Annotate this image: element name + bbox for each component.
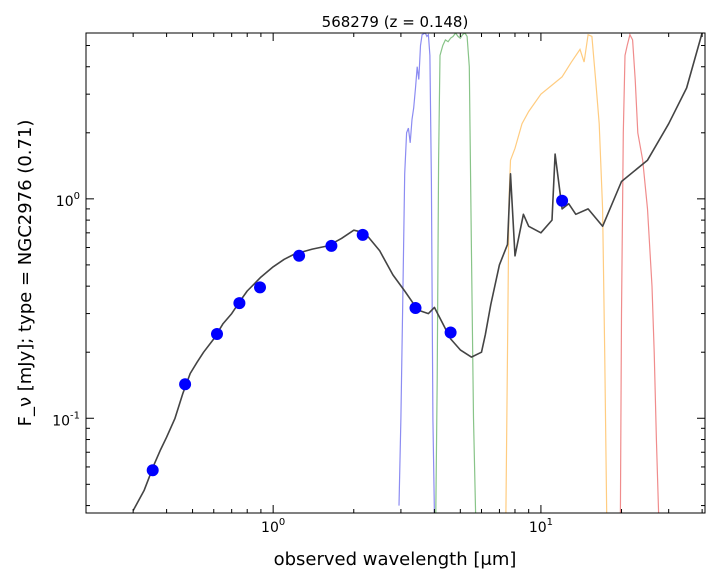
axis-ticks: 100 101 10-1 100 xyxy=(52,33,705,536)
photometry-point xyxy=(254,281,266,294)
filter-curve-2 xyxy=(435,33,477,513)
photometry-points xyxy=(146,194,569,477)
template-sed-line xyxy=(132,33,703,511)
filter-curve-4 xyxy=(619,33,660,513)
y-axis-title: F_ν [mJy]; type = NGC2976 (0.71) xyxy=(15,120,36,427)
filter-curves xyxy=(398,33,660,513)
template-sed xyxy=(132,33,703,511)
x-tick-label: 101 xyxy=(529,517,553,536)
photometry-point xyxy=(179,378,192,391)
photometry-point xyxy=(444,326,457,339)
photometry-point xyxy=(233,297,246,310)
filter-curve-1 xyxy=(398,33,435,513)
plot-frame xyxy=(85,32,706,514)
x-axis-title: observed wavelength [μm] xyxy=(274,549,517,570)
filter-curve-3 xyxy=(505,33,608,513)
chart-title: 568279 (z = 0.148) xyxy=(322,13,469,31)
photometry-point xyxy=(146,464,159,477)
photometry-point xyxy=(211,328,223,340)
photometry-point xyxy=(325,239,338,252)
x-tick-label: 100 xyxy=(261,517,285,536)
photometry-point xyxy=(556,194,569,207)
photometry-point xyxy=(293,249,306,262)
y-tick-label: 100 xyxy=(56,191,80,210)
y-tick-label: 10-1 xyxy=(52,410,80,429)
photometry-point xyxy=(356,228,369,241)
photometry-point xyxy=(409,302,422,314)
